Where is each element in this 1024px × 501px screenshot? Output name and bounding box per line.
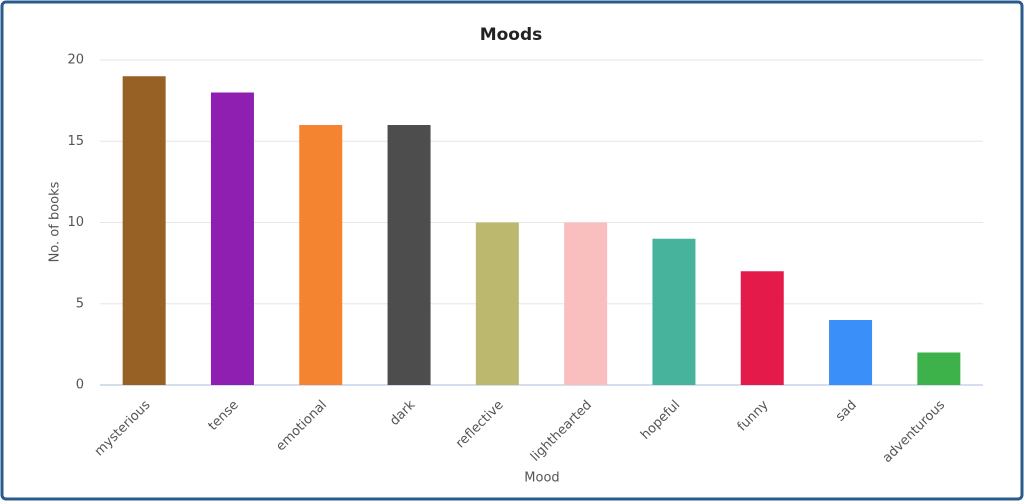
y-tick-label: 0: [76, 378, 84, 393]
y-tick-label: 20: [67, 53, 84, 68]
bar: [829, 320, 873, 385]
y-axis-title: No. of books: [48, 181, 63, 262]
bar: [299, 125, 343, 385]
bar: [475, 222, 519, 385]
bar: [387, 125, 431, 385]
bar: [210, 92, 254, 385]
bar: [652, 238, 696, 385]
bar: [917, 352, 961, 385]
y-tick-label: 5: [76, 296, 84, 311]
chart-title: Moods: [480, 25, 543, 45]
bar: [564, 222, 608, 385]
bar: [122, 76, 166, 385]
bar: [740, 271, 784, 385]
y-tick-label: 15: [67, 134, 84, 149]
x-axis-title: Mood: [524, 471, 559, 486]
y-tick-label: 10: [67, 215, 84, 230]
